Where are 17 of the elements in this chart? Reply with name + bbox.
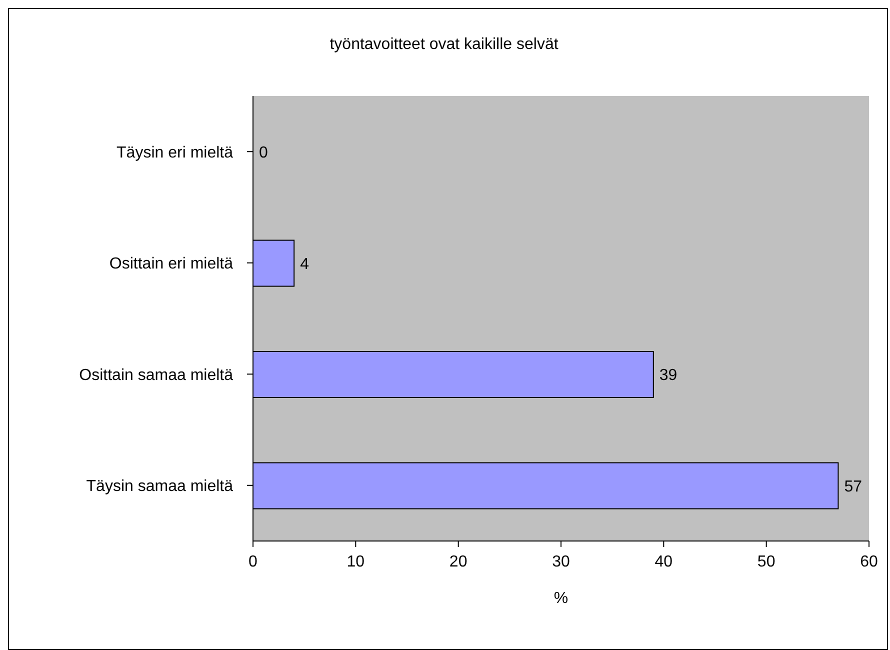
- x-tick-label: 30: [552, 553, 570, 570]
- x-tick-label: 50: [757, 553, 776, 570]
- x-tick-label: 60: [860, 553, 878, 570]
- x-axis-title: %: [554, 590, 568, 607]
- x-tick-label: 40: [654, 553, 673, 570]
- x-tick-label: 10: [346, 553, 365, 570]
- y-tick-label: Täysin samaa mieltä: [86, 478, 234, 496]
- y-tick-label: Osittain samaa mieltä: [79, 366, 234, 384]
- x-tick-label: 20: [449, 553, 468, 570]
- chart-title: työntavoitteet ovat kaikille selvät: [328, 36, 560, 54]
- data-label: 0: [259, 144, 268, 162]
- data-label: 57: [844, 478, 862, 496]
- y-tick-label: Osittain eri mieltä: [109, 256, 234, 273]
- x-tick-label: 0: [248, 553, 258, 570]
- y-tick-label: Täysin eri mieltä: [116, 144, 234, 162]
- data-label: 39: [659, 367, 678, 384]
- data-label: 4: [300, 256, 310, 273]
